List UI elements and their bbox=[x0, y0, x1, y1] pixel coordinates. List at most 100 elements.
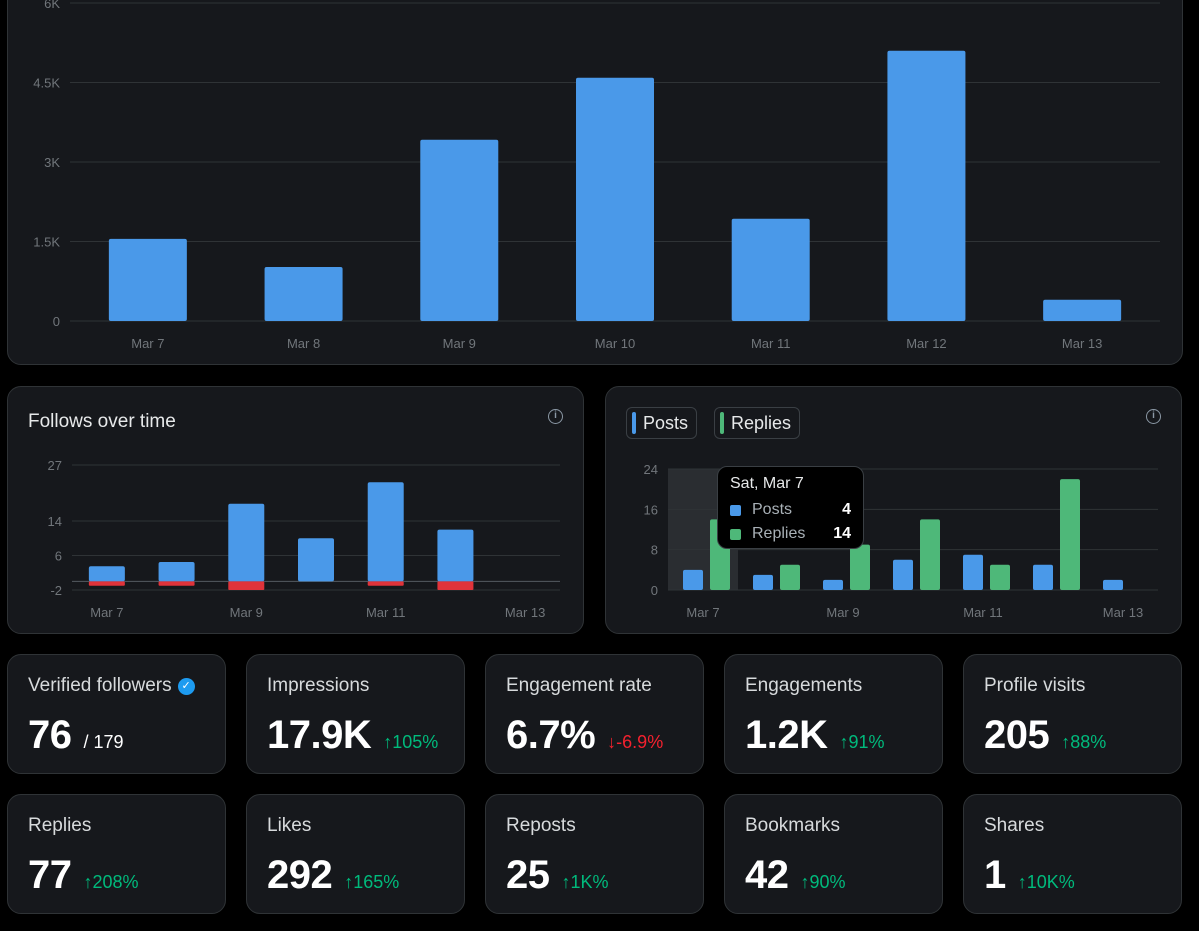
stat-value: 76 bbox=[28, 713, 72, 757]
stat-total: / 179 bbox=[83, 732, 124, 752]
y-tick-label: 16 bbox=[644, 502, 658, 517]
stat-label: Replies bbox=[28, 815, 92, 836]
bar-replies bbox=[920, 519, 940, 590]
y-tick-label: 1.5K bbox=[33, 235, 60, 250]
y-tick-label: 6 bbox=[55, 549, 62, 564]
x-tick-label: Mar 9 bbox=[826, 605, 859, 620]
y-tick-label: 6K bbox=[44, 0, 60, 11]
stat-card-bookmarks[interactable]: Bookmarks 42 ↑90% bbox=[724, 794, 943, 914]
bar-follows bbox=[298, 538, 334, 582]
stat-row: 17.9K ↑105% bbox=[267, 713, 438, 758]
tooltip-replies-label: Replies bbox=[752, 525, 806, 542]
bar-posts bbox=[753, 574, 773, 590]
stat-row: 6.7% ↓-6.9% bbox=[506, 713, 663, 758]
stat-row: 42 ↑90% bbox=[745, 853, 846, 898]
bar-unfollows bbox=[88, 581, 125, 586]
y-tick-label: 4.5K bbox=[33, 76, 60, 91]
chart-tooltip: Sat, Mar 7 Posts 4 Replies 14 bbox=[717, 466, 864, 549]
stat-card-engagements[interactable]: Engagements 1.2K ↑91% bbox=[724, 654, 943, 774]
legend-replies-label: Replies bbox=[731, 412, 792, 433]
stat-card-verified-followers[interactable]: Verified followers ✓ 76 / 179 bbox=[7, 654, 226, 774]
stat-card-reposts[interactable]: Reposts 25 ↑1K% bbox=[485, 794, 704, 914]
bar-replies bbox=[990, 564, 1010, 590]
x-tick-label: Mar 13 bbox=[1103, 605, 1143, 620]
stat-card-engagement-rate[interactable]: Engagement rate 6.7% ↓-6.9% bbox=[485, 654, 704, 774]
bar-posts bbox=[893, 559, 913, 590]
bar-follows bbox=[367, 482, 404, 582]
y-tick-label: 8 bbox=[651, 543, 658, 558]
bar bbox=[731, 218, 810, 321]
stat-card-shares[interactable]: Shares 1 ↑10K% bbox=[963, 794, 1182, 914]
bar-unfollows bbox=[228, 581, 265, 590]
stat-value: 42 bbox=[745, 853, 789, 897]
stat-change: ↑208% bbox=[83, 872, 139, 892]
bar-posts bbox=[823, 579, 843, 590]
legend-replies-toggle[interactable]: Replies bbox=[714, 407, 801, 439]
bar-follows bbox=[88, 566, 125, 582]
y-tick-label: 14 bbox=[48, 514, 62, 529]
x-tick-label: Mar 13 bbox=[505, 605, 545, 620]
tooltip-row-replies: Replies 14 bbox=[730, 522, 851, 546]
stat-row: 1.2K ↑91% bbox=[745, 713, 885, 758]
stat-card-likes[interactable]: Likes 292 ↑165% bbox=[246, 794, 465, 914]
x-tick-label: Mar 12 bbox=[906, 336, 946, 351]
stat-change: ↑1K% bbox=[561, 872, 609, 892]
posts-swatch bbox=[632, 412, 636, 434]
replies-dot bbox=[730, 528, 741, 540]
bar-follows bbox=[437, 529, 474, 582]
stat-label: Profile visits bbox=[984, 675, 1086, 696]
x-tick-label: Mar 8 bbox=[287, 336, 320, 351]
bar-follows bbox=[158, 561, 195, 582]
stat-label: Shares bbox=[984, 815, 1045, 836]
bar-unfollows bbox=[437, 581, 474, 590]
stat-card-replies[interactable]: Replies 77 ↑208% bbox=[7, 794, 226, 914]
replies-swatch bbox=[720, 412, 724, 434]
x-tick-label: Mar 11 bbox=[963, 605, 1003, 620]
y-tick-label: 24 bbox=[644, 462, 658, 477]
bar-unfollows bbox=[158, 581, 195, 586]
stat-card-impressions[interactable]: Impressions 17.9K ↑105% bbox=[246, 654, 465, 774]
x-tick-label: Mar 10 bbox=[595, 336, 635, 351]
stat-value: 25 bbox=[506, 853, 550, 897]
posts-replies-chart-card: Posts Replies i 0 8 16 24 Mar 7 Mar 9 Mar 11 Ma… bbox=[605, 386, 1182, 634]
bar bbox=[887, 50, 966, 321]
legend-posts-toggle[interactable]: Posts bbox=[626, 407, 698, 439]
stat-row: 1 ↑10K% bbox=[984, 853, 1075, 898]
stat-change: ↑10K% bbox=[1017, 872, 1075, 892]
bar bbox=[108, 238, 187, 321]
stat-label: Reposts bbox=[506, 815, 576, 836]
follows-chart: -2 6 14 27 Mar 7 Mar 9 Mar 11 Mar 13 bbox=[48, 458, 560, 620]
stat-label: Engagements bbox=[745, 675, 863, 696]
stat-change: ↑165% bbox=[344, 872, 400, 892]
bar-follows bbox=[228, 503, 265, 582]
x-tick-label: Mar 11 bbox=[751, 336, 791, 351]
stat-label: Likes bbox=[267, 815, 312, 836]
y-tick-label: 0 bbox=[53, 314, 60, 329]
stat-value: 1 bbox=[984, 853, 1006, 897]
bar-replies bbox=[780, 564, 800, 590]
stat-change: ↓-6.9% bbox=[607, 732, 664, 752]
stat-value: 205 bbox=[984, 713, 1050, 757]
impressions-chart-card: 0 1.5K 3K 4.5K 6K Mar 7 Mar 8 Mar 9 Mar 10 Mar 11… bbox=[7, 0, 1183, 365]
info-icon[interactable]: i bbox=[548, 409, 563, 424]
stat-row: 205 ↑88% bbox=[984, 713, 1106, 758]
x-tick-label: Mar 9 bbox=[230, 605, 263, 620]
stat-change: ↑90% bbox=[800, 872, 846, 892]
y-tick-label: 27 bbox=[48, 458, 62, 473]
bar-unfollows bbox=[367, 581, 404, 586]
posts-replies-chart: 0 8 16 24 Mar 7 Mar 9 Mar 11 Mar 13 bbox=[644, 462, 1158, 620]
bar bbox=[576, 77, 654, 321]
bar bbox=[420, 139, 499, 321]
impressions-chart: 0 1.5K 3K 4.5K 6K Mar 7 Mar 8 Mar 9 Mar 10 Mar 11… bbox=[33, 0, 1160, 351]
stat-card-profile-visits[interactable]: Profile visits 205 ↑88% bbox=[963, 654, 1182, 774]
info-icon[interactable]: i bbox=[1146, 409, 1161, 424]
bar-replies bbox=[850, 544, 870, 590]
stat-change: ↑105% bbox=[383, 732, 439, 752]
bar-posts bbox=[1033, 564, 1053, 590]
stat-value: 77 bbox=[28, 853, 72, 897]
stat-label: Engagement rate bbox=[506, 675, 652, 696]
stat-value: 17.9K bbox=[267, 713, 372, 757]
x-tick-label: Mar 7 bbox=[90, 605, 123, 620]
legend-posts-label: Posts bbox=[643, 412, 689, 433]
y-tick-label: -2 bbox=[50, 583, 62, 598]
